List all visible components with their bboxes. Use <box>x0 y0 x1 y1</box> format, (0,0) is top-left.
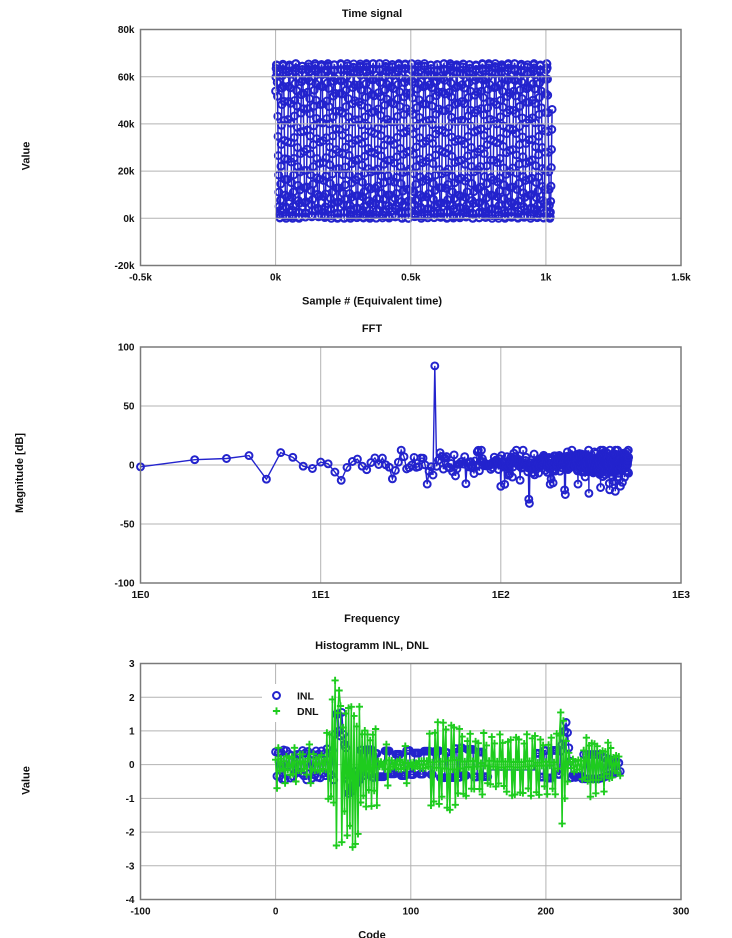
svg-text:-4: -4 <box>126 895 135 906</box>
svg-text:60k: 60k <box>118 72 135 83</box>
svg-text:80k: 80k <box>118 25 135 36</box>
svg-text:Magnitude [dB]: Magnitude [dB] <box>14 433 26 513</box>
svg-text:-100: -100 <box>130 907 150 918</box>
svg-text:-50: -50 <box>120 520 135 531</box>
svg-text:Time signal: Time signal <box>342 8 402 20</box>
svg-text:-0.5k: -0.5k <box>129 273 152 284</box>
svg-text:-20k: -20k <box>114 261 134 272</box>
svg-text:-100: -100 <box>114 579 134 590</box>
svg-text:0: 0 <box>129 760 135 771</box>
svg-text:Histogramm INL, DNL: Histogramm INL, DNL <box>315 640 429 652</box>
svg-text:100: 100 <box>118 343 135 354</box>
svg-text:1E2: 1E2 <box>492 590 510 601</box>
svg-text:1.5k: 1.5k <box>671 273 691 284</box>
svg-text:0: 0 <box>273 907 279 918</box>
svg-text:0: 0 <box>129 461 135 472</box>
svg-text:1: 1 <box>129 727 135 738</box>
svg-text:20k: 20k <box>118 167 135 178</box>
svg-text:1E1: 1E1 <box>312 590 330 601</box>
svg-text:INL: INL <box>297 691 315 703</box>
svg-text:-2: -2 <box>126 828 135 839</box>
svg-text:1E3: 1E3 <box>672 590 690 601</box>
svg-text:Value: Value <box>21 142 33 171</box>
svg-text:2: 2 <box>129 693 135 704</box>
svg-text:0k: 0k <box>270 273 282 284</box>
svg-text:-3: -3 <box>126 861 135 872</box>
svg-text:3: 3 <box>129 659 135 670</box>
svg-text:100: 100 <box>402 907 419 918</box>
svg-text:Value: Value <box>21 766 33 795</box>
svg-text:Frequency: Frequency <box>344 613 401 625</box>
svg-text:1k: 1k <box>540 273 552 284</box>
svg-text:300: 300 <box>673 907 690 918</box>
svg-text:200: 200 <box>538 907 555 918</box>
svg-text:Sample # (Equivalent time): Sample # (Equivalent time) <box>302 296 442 308</box>
svg-text:40k: 40k <box>118 120 135 131</box>
svg-text:DNL: DNL <box>297 706 319 718</box>
svg-text:FFT: FFT <box>362 323 382 335</box>
svg-text:1E0: 1E0 <box>132 590 150 601</box>
svg-text:Code: Code <box>358 930 386 938</box>
svg-text:50: 50 <box>123 402 135 413</box>
svg-text:0k: 0k <box>123 214 135 225</box>
svg-text:0.5k: 0.5k <box>401 273 421 284</box>
svg-text:-1: -1 <box>126 794 135 805</box>
